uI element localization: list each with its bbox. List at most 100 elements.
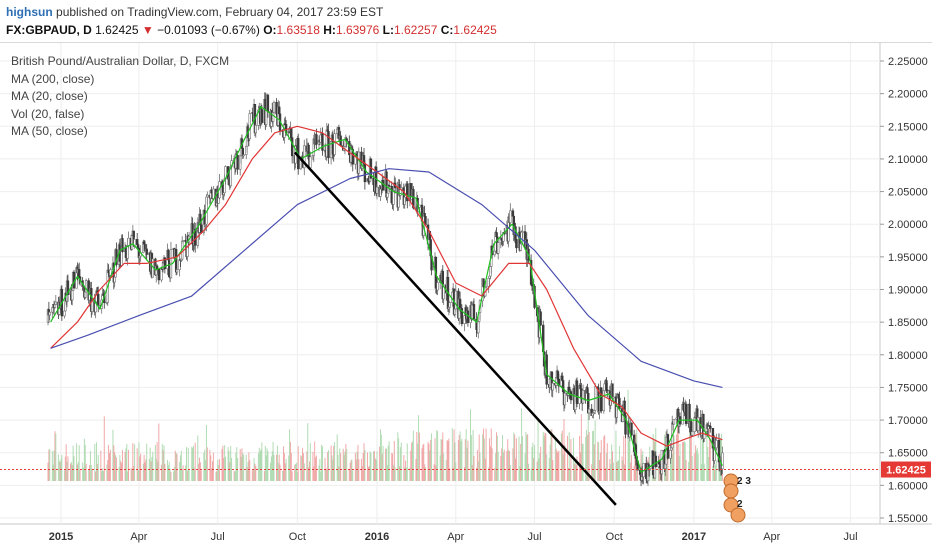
candle-body (684, 403, 688, 424)
volume-bar (524, 453, 526, 481)
volume-bar (175, 452, 177, 481)
candle-body (121, 238, 124, 252)
volume-bar (599, 452, 601, 481)
candle-body (406, 183, 409, 202)
volume-bar (240, 456, 242, 481)
volume-bar (296, 471, 298, 481)
volume-bar (246, 467, 248, 481)
volume-bar (528, 463, 530, 481)
volume-bar (588, 432, 590, 481)
y-tick-label: 1.80000 (888, 350, 928, 362)
volume-bar (282, 446, 284, 481)
volume-bar (490, 428, 492, 481)
volume-bar (536, 461, 538, 481)
high-label: H: (323, 23, 336, 37)
volume-bar (253, 458, 255, 481)
volume-bar (424, 467, 426, 481)
volume-bar (618, 460, 620, 481)
volume-bar (277, 462, 279, 481)
volume-bar (106, 464, 108, 481)
candle-body (157, 268, 161, 281)
volume-bar (366, 452, 368, 481)
volume-bar (127, 471, 129, 481)
volume-bar (140, 453, 142, 481)
volume-bar (229, 462, 231, 481)
volume-bar (701, 463, 703, 481)
volume-bar (521, 436, 523, 481)
volume-bar (83, 438, 85, 481)
volume-bar (173, 466, 175, 481)
legend-item-ma20[interactable]: MA (20, close) (11, 89, 88, 103)
volume-bar (197, 435, 199, 481)
volume-bar (142, 463, 144, 481)
volume-bar (95, 442, 97, 481)
volume-bar (326, 468, 328, 481)
volume-bar (712, 466, 714, 481)
volume-bar (629, 434, 631, 481)
volume-bar (494, 467, 496, 481)
volume-bar (350, 460, 352, 481)
legend-item-ma200[interactable]: MA (200, close) (11, 71, 95, 86)
volume-bar (272, 441, 274, 481)
candle-body (442, 284, 445, 300)
volume-bar (482, 428, 484, 481)
volume-bar (151, 456, 153, 481)
volume-bar (273, 454, 275, 481)
candle-body (581, 390, 585, 404)
volume-bar (162, 450, 164, 481)
volume-bar (170, 472, 172, 481)
volume-bar (418, 415, 420, 481)
volume-bar (333, 445, 335, 481)
volume-bar (235, 452, 237, 481)
volume-bar (328, 450, 330, 481)
volume-bar (161, 444, 163, 481)
volume-bar (200, 470, 202, 481)
volume-bar (556, 451, 558, 481)
volume-bar (520, 443, 522, 481)
candle-body (206, 194, 209, 198)
legend-item-ma50[interactable]: MA (50, close) (11, 124, 88, 138)
volume-bar (351, 459, 353, 481)
candle-body (63, 310, 66, 317)
volume-bar (100, 450, 102, 481)
volume-bar (506, 451, 508, 481)
volume-bar (476, 467, 478, 481)
volume-bar (502, 452, 504, 481)
volume-bar (592, 431, 594, 481)
x-tick-label: Apr (763, 531, 780, 543)
volume-bar (67, 456, 69, 481)
volume-bar (361, 466, 363, 481)
volume-bar (205, 424, 207, 481)
volume-bar (133, 465, 135, 481)
price-chart[interactable]: 2.25000 2.20000 2.15000 2.10000 2.05000 2.000… (0, 43, 932, 550)
candle-body (357, 151, 361, 174)
calendar-event-icon: 2 3 (723, 473, 751, 499)
candle-body (509, 210, 512, 223)
volume-bar (216, 470, 218, 481)
chart-area[interactable]: 2.25000 2.20000 2.15000 2.10000 2.05000 2.000… (0, 43, 932, 555)
volume-bar (411, 441, 413, 481)
volume-bar (555, 448, 557, 481)
volume-bar (185, 465, 187, 481)
volume-bar (180, 450, 182, 481)
volume-bar (130, 468, 132, 481)
volume-bar (340, 453, 342, 481)
volume-bar (385, 448, 387, 481)
volume-bar (512, 448, 514, 481)
volume-bar (103, 416, 105, 481)
published-text: published on TradingView.com, February 0… (56, 5, 384, 19)
y-tick-label: 1.70000 (888, 415, 928, 427)
legend-item-vol[interactable]: Vol (20, false) (11, 106, 85, 121)
candle-body (412, 189, 415, 209)
y-tick-label: 2.15000 (888, 121, 928, 133)
volume-bar (64, 456, 66, 481)
y-tick-label: 2.05000 (888, 187, 928, 199)
volume-bar (458, 435, 460, 481)
y-tick-label: 1.65000 (888, 448, 928, 460)
volume-bar (91, 468, 93, 481)
volume-bar (624, 464, 626, 481)
y-tick-label: 1.95000 (888, 252, 928, 264)
volume-bar (449, 468, 451, 481)
volume-bar (418, 432, 420, 481)
author-link[interactable]: highsun (6, 5, 53, 19)
